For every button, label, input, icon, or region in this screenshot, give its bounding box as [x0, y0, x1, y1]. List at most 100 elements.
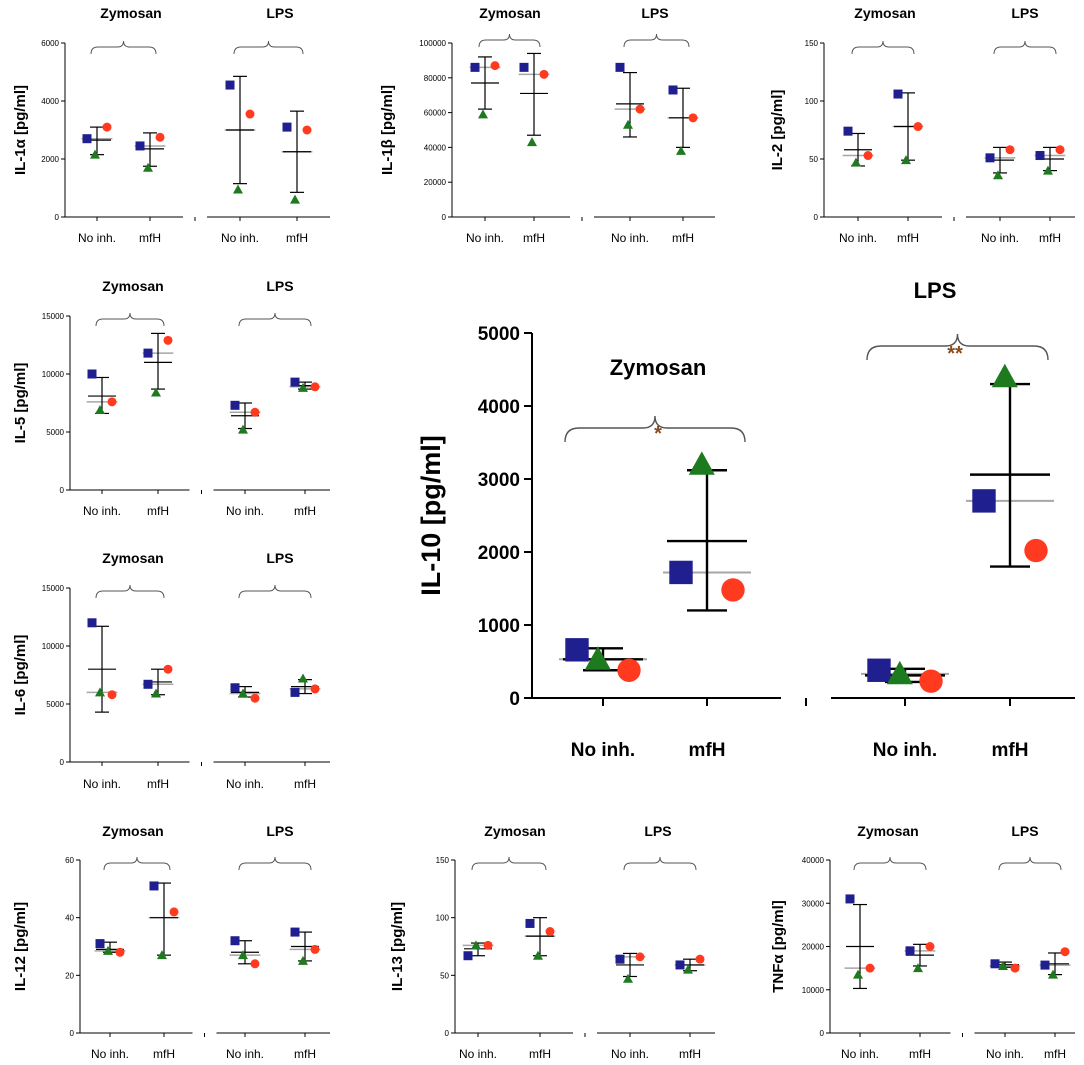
- category-label: mfH: [147, 504, 169, 518]
- category-label: No inh.: [873, 740, 937, 761]
- group-title: LPS: [266, 5, 293, 21]
- group-title: LPS: [1011, 5, 1038, 21]
- group-title: LPS: [641, 5, 668, 21]
- y-tick-label: 10000: [42, 370, 65, 379]
- circle-point: [919, 669, 943, 693]
- group-title: LPS: [914, 278, 957, 303]
- group-brace: [993, 40, 1057, 55]
- y-axis-label: IL-10 [pg/ml]: [416, 435, 446, 596]
- triangle-point: [298, 382, 308, 392]
- group-title: LPS: [266, 823, 293, 839]
- circle-point: [1010, 963, 1020, 973]
- square-point: [615, 954, 625, 964]
- circle-point: [310, 944, 320, 954]
- y-tick-label: 0: [60, 486, 65, 495]
- chart-il1a: 0 2000 4000 6000 IL-1α [pg/ml] Zymosan LPS No i…: [12, 5, 330, 245]
- triangle-point: [993, 170, 1003, 180]
- circle-point: [863, 151, 873, 161]
- group-brace: [623, 856, 697, 871]
- group-title: Zymosan: [102, 823, 163, 839]
- triangle-point: [478, 109, 488, 119]
- triangle-point: [1048, 969, 1058, 979]
- group-title: Zymosan: [100, 5, 161, 21]
- group-title: Zymosan: [854, 5, 915, 21]
- circle-point: [865, 963, 875, 973]
- circle-point: [1055, 145, 1065, 155]
- category-label: No inh.: [611, 231, 649, 245]
- y-tick-label: 4000: [41, 97, 59, 106]
- category-label: mfH: [147, 777, 169, 791]
- group-brace: [998, 856, 1062, 871]
- y-tick-label: 5000: [46, 700, 64, 709]
- group-title: Zymosan: [484, 823, 545, 839]
- y-tick-label: 40000: [424, 143, 447, 152]
- y-tick-label: 0: [814, 213, 819, 222]
- y-tick-label: 10000: [42, 642, 65, 651]
- category-label: No inh.: [841, 1047, 879, 1061]
- significance-marker: **: [947, 343, 963, 365]
- triangle-point: [238, 950, 248, 960]
- y-tick-label: 15000: [42, 312, 65, 321]
- category-label: No inh.: [83, 504, 121, 518]
- category-label: No inh.: [459, 1047, 497, 1061]
- category-label: mfH: [1044, 1047, 1066, 1061]
- triangle-point: [901, 155, 911, 165]
- y-axis-label: IL-2 [pg/ml]: [769, 90, 786, 171]
- triangle-point: [584, 646, 611, 670]
- triangle-point: [683, 964, 693, 974]
- category-label: mfH: [1039, 231, 1061, 245]
- triangle-point: [143, 162, 153, 172]
- y-tick-label: 150: [805, 39, 819, 48]
- category-label: mfH: [672, 231, 694, 245]
- y-axis-label: IL-5 [pg/ml]: [12, 363, 29, 444]
- triangle-point: [991, 363, 1018, 388]
- y-tick-label: 100: [805, 97, 819, 106]
- circle-point: [1005, 145, 1015, 155]
- triangle-point: [676, 145, 686, 155]
- group-brace: [95, 584, 165, 599]
- y-tick-label: 0: [70, 1029, 75, 1038]
- group-title: Zymosan: [102, 550, 163, 566]
- square-point: [135, 141, 145, 151]
- square-point: [230, 400, 240, 410]
- circle-point: [250, 407, 260, 417]
- circle-point: [545, 927, 555, 937]
- circle-point: [107, 690, 117, 700]
- circle-point: [310, 684, 320, 694]
- circle-point: [102, 122, 112, 132]
- triangle-point: [151, 688, 161, 698]
- circle-point: [245, 109, 255, 119]
- square-point: [143, 348, 153, 358]
- group-brace: [623, 33, 690, 48]
- square-point: [668, 85, 678, 95]
- circle-point: [163, 664, 173, 674]
- circle-point: [635, 104, 645, 114]
- triangle-point: [95, 687, 105, 697]
- triangle-point: [851, 157, 861, 167]
- category-label: No inh.: [981, 231, 1019, 245]
- y-axis-label: IL-1α [pg/ml]: [12, 85, 29, 175]
- square-point: [905, 946, 915, 956]
- triangle-point: [527, 137, 537, 147]
- square-point: [230, 936, 240, 946]
- triangle-point: [1043, 165, 1053, 175]
- category-label: No inh.: [611, 1047, 649, 1061]
- category-label: mfH: [523, 231, 545, 245]
- y-axis-label: IL-12 [pg/ml]: [12, 902, 29, 991]
- group-title: Zymosan: [102, 278, 163, 294]
- group-title: LPS: [644, 823, 671, 839]
- square-point: [565, 638, 589, 662]
- triangle-point: [233, 184, 243, 194]
- group-title: Zymosan: [857, 823, 918, 839]
- group-title: LPS: [1011, 823, 1038, 839]
- y-tick-label: 2000: [478, 543, 520, 564]
- triangle-point: [623, 973, 633, 983]
- square-point: [290, 687, 300, 697]
- square-point: [1035, 151, 1045, 161]
- y-tick-label: 6000: [41, 39, 59, 48]
- circle-point: [913, 122, 923, 132]
- chart-il5: 0 5000 10000 15000 IL-5 [pg/ml] Zymosan LPS No …: [12, 278, 330, 518]
- triangle-point: [471, 940, 481, 950]
- circle-point: [490, 61, 500, 71]
- triangle-point: [151, 387, 161, 397]
